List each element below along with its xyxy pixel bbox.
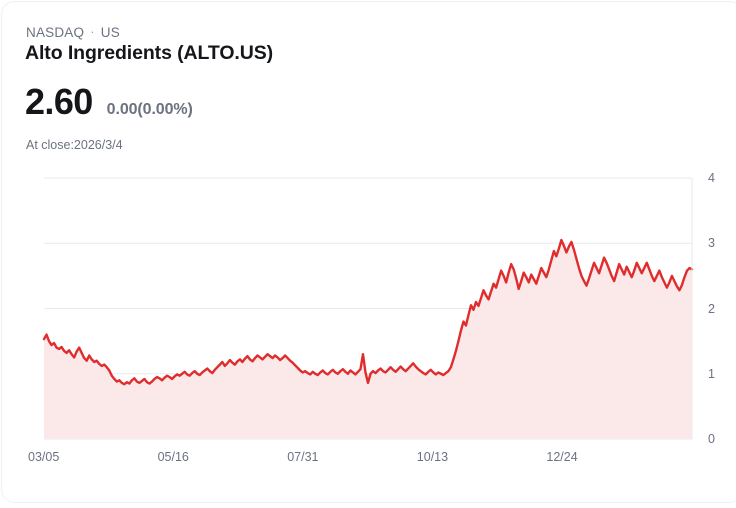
chart-line [42,238,694,386]
y-axis-tick-label: 1 [708,366,715,381]
exchange-row: NASDAQ · US [26,25,120,40]
price-chart-svg[interactable] [2,162,736,482]
page-title: Alto Ingredients (ALTO.US) [25,42,274,64]
price-row: 2.60 0.00(0.00%) [25,81,193,123]
exchange-separator: · [90,24,95,39]
y-axis-tick-label: 0 [708,432,715,446]
chart-area-fill [44,239,692,439]
x-axis-labels: 03/05 05/16 07/31 10/13 12/24 [2,162,736,464]
y-axis-labels: 0 1 2 3 4 [700,162,736,452]
x-axis-tick-label: 10/13 [416,450,449,464]
exchange-region: US [100,25,120,40]
price-chart[interactable]: 0 1 2 3 4 03/05 05/16 07/31 10/13 12/24 [2,162,736,482]
y-axis-tick-label: 4 [708,171,715,185]
x-axis-tick-label: 05/16 [157,450,189,464]
y-axis-tick-label: 2 [708,301,715,316]
price-value: 2.60 [25,81,93,122]
x-axis-tick-label: 07/31 [287,450,319,464]
market-status-note: At close:2026/3/4 [26,138,123,152]
price-change: 0.00(0.00%) [106,101,193,118]
y-axis-tick-label: 3 [708,236,715,251]
x-axis-tick-label: 03/05 [28,450,60,464]
exchange-name: NASDAQ [26,25,85,40]
x-axis-tick-label: 12/24 [546,450,578,464]
